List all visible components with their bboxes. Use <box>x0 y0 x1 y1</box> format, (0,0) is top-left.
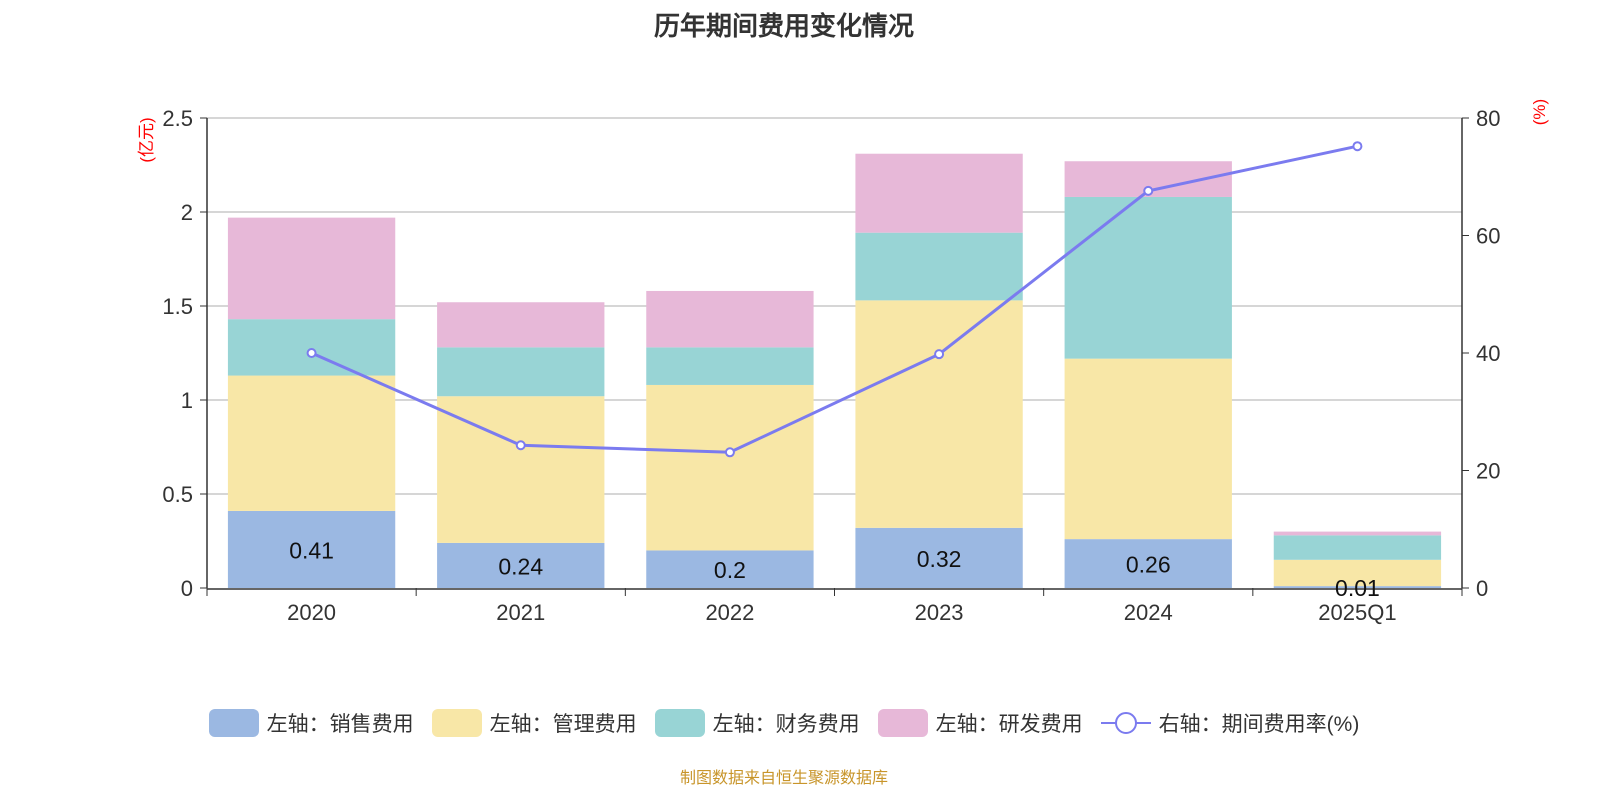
legend-swatch <box>877 709 928 737</box>
x-tick-label: 2024 <box>1124 600 1173 625</box>
rate-point <box>934 349 945 360</box>
legend-swatch <box>208 709 259 737</box>
bar-segment <box>227 510 396 588</box>
y2-tick-label: 40 <box>1476 341 1500 366</box>
chart-plot: 0 0.5 1 1.5 2 2.5 0 20 40 60 80 (亿元) (%) 2020 2021 2022… <box>137 99 1549 625</box>
y2-axis-unit: (%) <box>1530 99 1549 125</box>
legend-label: 右轴：期间费用率(%) <box>1158 713 1360 736</box>
legend-item[interactable]: 左轴：销售费用 <box>208 708 414 738</box>
bar-segment <box>855 153 1023 233</box>
rate-point <box>724 447 735 458</box>
x-tick-label: 2022 <box>705 600 754 625</box>
rate-point <box>306 348 317 358</box>
legend-line-icon <box>1100 712 1151 734</box>
bar-segment <box>437 542 605 588</box>
legend-swatch <box>654 709 705 737</box>
data-label: 0.26 <box>1126 552 1171 578</box>
legend-item[interactable]: 左轴：财务费用 <box>654 708 860 738</box>
bar-segment <box>646 550 814 588</box>
legend-label: 左轴：研发费用 <box>935 713 1083 736</box>
bar-segment <box>855 527 1023 588</box>
bar-segment <box>1273 535 1442 560</box>
y2-tick-label: 80 <box>1476 106 1500 131</box>
data-label: 0.41 <box>289 537 334 563</box>
y2-tick-label: 0 <box>1476 576 1488 601</box>
bar-segment <box>227 375 396 511</box>
y-tick-label: 0 <box>181 576 193 601</box>
legend-label: 左轴：管理费用 <box>489 713 637 736</box>
data-label: 0.2 <box>714 557 746 583</box>
bar-segment <box>437 347 605 397</box>
data-label: 0.24 <box>498 553 543 579</box>
y-tick-label: 1.5 <box>162 294 193 319</box>
rate-point <box>515 440 526 451</box>
bar-segment <box>646 347 814 385</box>
y-axis-unit: (亿元) <box>137 117 156 162</box>
data-label: 0.01 <box>1335 575 1380 601</box>
chart-title: 历年期间费用变化情况 <box>653 11 914 41</box>
x-tick-label: 2023 <box>915 600 964 625</box>
bar-segment <box>646 384 814 551</box>
rate-point <box>1143 185 1154 196</box>
y-tick-label: 2 <box>181 200 193 225</box>
bar-segment <box>1273 531 1442 536</box>
legend-swatch <box>431 709 482 737</box>
y2-tick-label: 60 <box>1476 224 1500 249</box>
bar-segment <box>1064 539 1232 588</box>
legend-item[interactable]: 左轴：管理费用 <box>431 708 637 738</box>
y-tick-label: 2.5 <box>162 106 193 131</box>
bar-segment <box>1064 358 1232 540</box>
legend-item[interactable]: 左轴：研发费用 <box>877 708 1083 738</box>
y-tick-label: 1 <box>181 388 193 413</box>
x-tick-label: 2021 <box>496 600 545 625</box>
y2-tick-label: 20 <box>1476 459 1500 484</box>
bar-segment <box>855 300 1023 528</box>
bar-segment <box>1064 196 1232 359</box>
bar-segment <box>1273 559 1442 587</box>
source-note: 制图数据来自恒生聚源数据库 <box>679 770 888 787</box>
legend-label: 左轴：销售费用 <box>266 713 414 736</box>
bar-segment <box>227 217 396 320</box>
x-tick-label: 2020 <box>287 600 336 625</box>
legend-label: 左轴：财务费用 <box>712 713 860 736</box>
legend-item[interactable]: 右轴：期间费用率(%) <box>1100 708 1360 738</box>
bar-segment <box>227 319 396 376</box>
bar-segment <box>855 232 1023 301</box>
legend: 左轴：销售费用 左轴：管理费用 左轴：财务费用 左轴：研发费用 右轴：期间费用率(%) <box>0 708 1568 738</box>
bar-segment <box>1273 586 1442 588</box>
bar-segment <box>437 302 605 348</box>
y-tick-label: 0.5 <box>162 482 193 507</box>
rate-point <box>1352 141 1363 152</box>
bar-segment <box>646 290 814 348</box>
x-tick-label: 2025Q1 <box>1318 600 1396 625</box>
data-label: 0.32 <box>917 546 962 572</box>
rate-line <box>310 144 1358 454</box>
